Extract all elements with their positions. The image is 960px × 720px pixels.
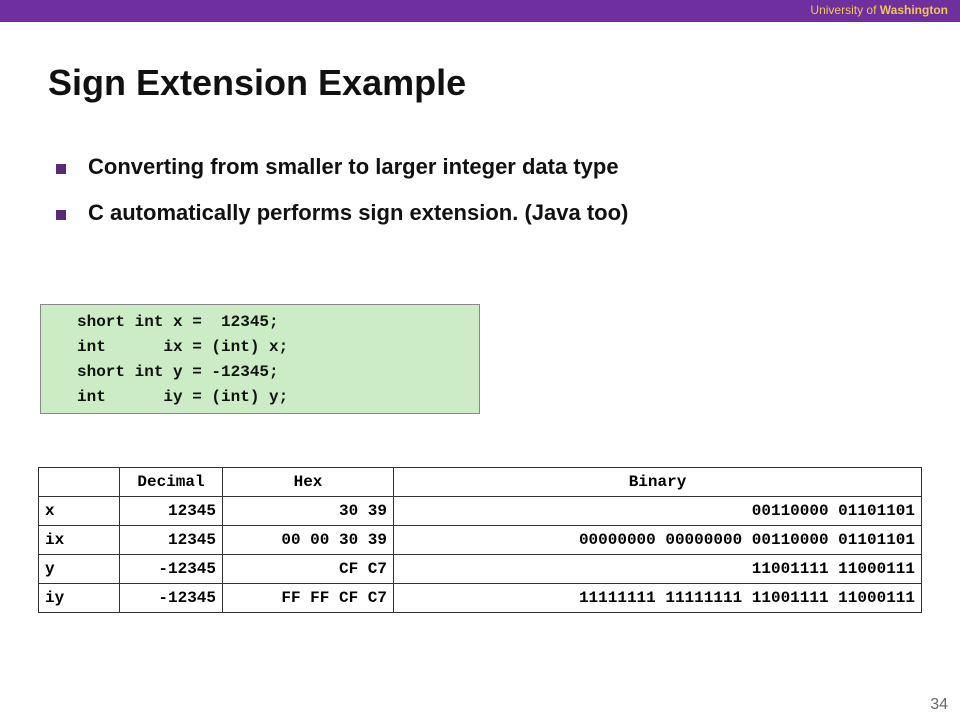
table-cell: x xyxy=(38,496,120,526)
table-cell: 11001111 11000111 xyxy=(393,554,922,584)
table-cell: FF FF CF C7 xyxy=(222,583,394,613)
table-row: y -12345 CF C7 11001111 11000111 xyxy=(38,554,922,584)
org-bold: Washington xyxy=(879,3,948,17)
table-cell: -12345 xyxy=(119,583,223,613)
table-cell: 00000000 00000000 00110000 01101101 xyxy=(393,525,922,555)
table-cell: iy xyxy=(38,583,120,613)
org: University of Washington xyxy=(810,3,948,17)
code-line: int iy = (int) y; xyxy=(77,388,289,406)
table-cell: 30 39 xyxy=(222,496,394,526)
bullet: C automatically performs sign extension.… xyxy=(55,200,629,226)
table-cell: ix xyxy=(38,525,120,555)
header-cell: Decimal xyxy=(119,467,223,497)
code-line: short int x = 12345; xyxy=(77,313,279,331)
table-cell: y xyxy=(38,554,120,584)
org-text: University of xyxy=(810,3,877,17)
table-row: ix 12345 00 00 30 39 00000000 00000000 0011… xyxy=(38,525,922,555)
code-block: short int x = 12345; int ix = (int) x; s… xyxy=(40,304,480,414)
table-row: iy -12345 FF FF CF C7 11111111 11111111 110… xyxy=(38,583,922,613)
bullet-text: Converting from smaller to larger intege… xyxy=(88,154,619,179)
table-cell: CF C7 xyxy=(222,554,394,584)
table-body: Decimal Hex Binary x 12345 30 39 00110000 0110… xyxy=(38,467,922,613)
header-bar: University of Washington xyxy=(0,0,960,22)
table-cell: 11111111 11111111 11001111 11000111 xyxy=(393,583,922,613)
header-row: Decimal Hex Binary xyxy=(38,467,922,497)
table-row: x 12345 30 39 00110000 01101101 xyxy=(38,496,922,526)
table: Decimal Hex Binary x 12345 30 39 00110000 0110… xyxy=(38,467,922,613)
header-cell: Hex xyxy=(222,467,394,497)
table-cell: 12345 xyxy=(119,496,223,526)
page-number: 34 xyxy=(930,696,948,713)
table-cell: 00 00 30 39 xyxy=(222,525,394,555)
title: Sign Extension Example xyxy=(48,62,467,103)
table-cell: -12345 xyxy=(119,554,223,584)
bullet-text: C automatically performs sign extension.… xyxy=(88,200,629,225)
code-line: short int y = -12345; xyxy=(77,363,279,381)
table-cell: 00110000 01101101 xyxy=(393,496,922,526)
header-cell xyxy=(38,467,120,497)
bullet: Converting from smaller to larger intege… xyxy=(56,154,619,180)
code-line: int ix = (int) x; xyxy=(77,338,289,356)
table-cell: 12345 xyxy=(119,525,223,555)
header-cell: Binary xyxy=(393,467,922,497)
